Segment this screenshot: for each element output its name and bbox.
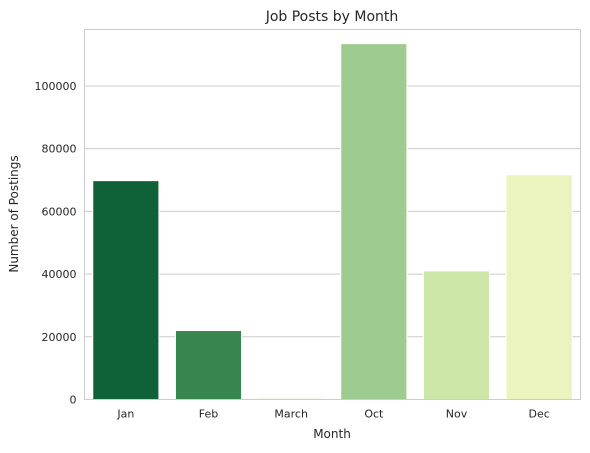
plot-frame — [84, 29, 581, 400]
y-tick-label: 80000 — [42, 143, 77, 156]
y-tick-label: 100000 — [35, 80, 77, 93]
bar-dec — [505, 174, 573, 400]
x-tick-label: Jan — [116, 408, 134, 421]
bar-nov — [422, 270, 491, 400]
y-tick-label: 0 — [70, 394, 77, 407]
bar-oct — [340, 43, 408, 400]
y-tick-label: 40000 — [42, 268, 77, 281]
y-axis-label: Number of Postings — [7, 155, 21, 272]
x-tick-label: Dec — [529, 408, 550, 421]
bar-jan — [92, 180, 160, 400]
x-tick-labels: Jan Feb March Oct Nov Dec — [116, 408, 549, 421]
x-tick-label: Oct — [364, 408, 384, 421]
y-tick-label: 20000 — [42, 331, 77, 344]
chart-title: Job Posts by Month — [265, 9, 399, 25]
y-tick-label: 60000 — [42, 205, 77, 218]
x-tick-label: Feb — [199, 408, 218, 421]
x-tick-label: March — [274, 408, 308, 421]
bars — [92, 43, 573, 400]
bar-feb — [174, 330, 243, 400]
y-tick-labels: 0 20000 40000 60000 80000 100000 — [35, 80, 77, 407]
x-tick-label: Nov — [446, 408, 468, 421]
x-axis-label: Month — [313, 427, 351, 441]
